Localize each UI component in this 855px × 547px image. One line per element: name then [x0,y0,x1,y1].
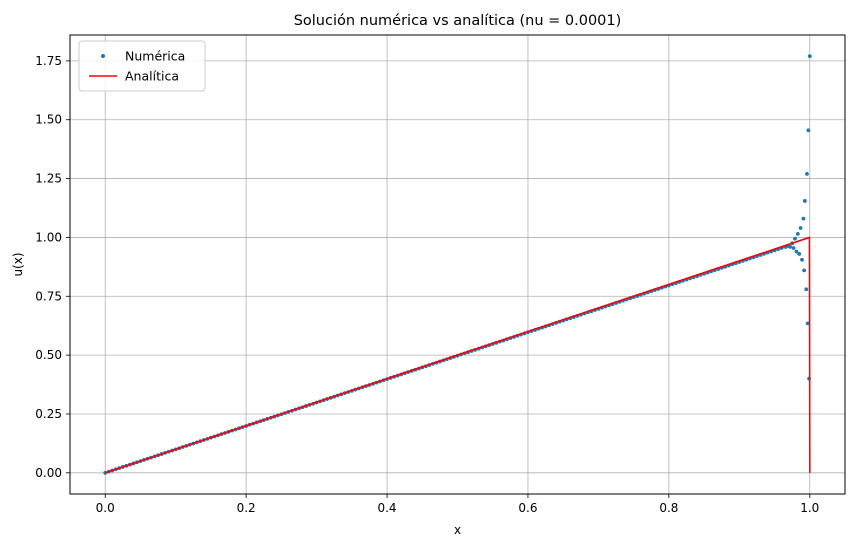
plot-area [103,54,812,475]
data-point-numerica [788,244,792,249]
data-point-numerica [794,249,799,254]
legend-box [78,40,206,92]
y-tick-label: 0.75 [35,289,62,303]
legend-marker-numerica [101,54,105,58]
data-point-numerica [804,287,809,292]
legend-label: Analítica [125,69,179,84]
y-tick-label: 0.00 [35,466,62,480]
data-point-numerica [797,252,802,256]
grid [70,35,845,494]
legend: Numérica Analítica [78,40,206,92]
legend-label: Numérica [125,49,185,64]
y-tick-label: 1.00 [35,230,62,244]
data-point-numerica [798,226,803,230]
x-tick-label: 0.8 [659,501,678,515]
y-tick-label: 1.50 [35,113,62,127]
data-point-numerica [795,232,800,236]
y-tick-label: 1.75 [35,54,62,68]
data-point-numerica [807,54,812,59]
x-tick-label: 0.2 [237,501,256,515]
y-tick-label: 0.50 [35,348,62,362]
x-tick-label: 1.0 [800,501,819,515]
data-point-numerica [806,128,811,133]
x-axis-label: x [454,523,461,537]
data-point-numerica [800,257,804,262]
x-tick-label: 0.0 [96,501,115,515]
data-point-numerica [793,236,797,241]
x-tick-label: 0.6 [518,501,537,515]
data-point-numerica [791,246,796,250]
x-tick-label: 0.4 [377,501,396,515]
data-point-numerica [802,199,807,203]
data-point-numerica [801,216,806,221]
series-line-analitica [104,236,811,474]
ticks: 0.0 0.2 0.4 0.6 0.8 1.0 0.00 0.25 0.50 0.75 1.00 1.… [35,54,819,515]
data-point-numerica [802,268,807,273]
y-tick-label: 0.25 [35,407,62,421]
y-tick-label: 1.25 [35,172,62,186]
axes-frame [69,34,846,495]
data-point-numerica [805,171,809,176]
chart-title: Solución numérica vs analítica (nu = 0.0… [294,13,622,29]
y-axis-label: u(x) [11,252,25,276]
data-point-numerica [805,321,810,326]
